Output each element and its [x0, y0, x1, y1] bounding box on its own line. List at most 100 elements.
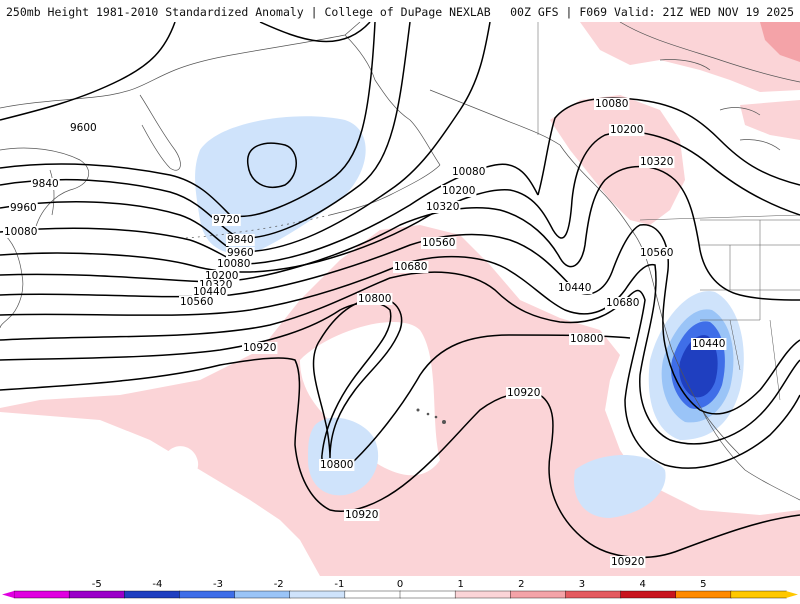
colorbar-tick-label: 4 — [639, 579, 645, 590]
label-9840-west: 9840 — [32, 178, 59, 190]
label-background — [569, 333, 605, 345]
colorbar-swatch — [13, 590, 70, 599]
label-background — [639, 156, 675, 168]
alaska-gulf-coast — [429, 89, 561, 146]
mexico-coast — [744, 469, 800, 501]
label-background — [393, 261, 429, 273]
contour-10080 — [0, 163, 539, 265]
contour-10440 — [0, 224, 800, 415]
hawaii-islands — [416, 408, 446, 424]
label-background — [216, 258, 252, 270]
label-background — [357, 293, 393, 305]
anomaly-shading — [0, 22, 800, 576]
colorbar-tick-label: -5 — [92, 579, 102, 590]
colorbar-swatch — [510, 590, 567, 599]
contour-10080-north — [537, 97, 800, 196]
label-background — [639, 247, 675, 259]
japan — [0, 234, 24, 329]
label-background — [609, 124, 645, 136]
label-background — [691, 338, 727, 350]
map-panel[interactable]: 9600 9720 9840 9840 9960 9960 10080 1008… — [0, 22, 800, 576]
contour-10920 — [0, 357, 800, 559]
label-10080-canada: 10080 — [595, 98, 628, 110]
colorbar-tick-label: -2 — [274, 579, 284, 590]
label-background — [557, 282, 593, 294]
colorbar-swatches — [2, 590, 798, 599]
label-9600: 9600 — [70, 122, 97, 134]
alaska-south — [329, 164, 441, 216]
label-background — [179, 296, 215, 308]
label-9840-east: 9840 — [227, 234, 254, 246]
colorbar-swatch — [399, 590, 456, 599]
contour-9960 — [0, 22, 491, 253]
colorbar-swatch — [565, 590, 622, 599]
colorbar-swatch — [454, 590, 511, 599]
label-10920-mid: 10920 — [507, 387, 540, 399]
label-10440-mid: 10440 — [193, 286, 226, 298]
label-10800-east: 10800 — [570, 333, 603, 345]
model-run-info: 00Z GFS | F069 Valid: 21Z WED NOV 19 202… — [510, 5, 794, 19]
colorbar-tick-label: -1 — [334, 579, 344, 590]
alaska-west — [344, 34, 441, 166]
colorbar-swatch — [344, 590, 401, 599]
colorbar-swatch — [289, 590, 346, 599]
colorbar-swatch — [234, 590, 291, 599]
label-10320-bc: 10320 — [640, 156, 673, 168]
negative-anomaly-california-deep — [679, 335, 718, 398]
label-10560-east: 10560 — [422, 237, 455, 249]
label-10200-canada: 10200 — [610, 124, 643, 136]
colorbar-tick-label: -4 — [152, 579, 162, 590]
contour-10560 — [0, 255, 800, 445]
label-10320-alaska: 10320 — [426, 201, 459, 213]
contour-10200 — [0, 131, 800, 273]
siberia-coast — [0, 22, 361, 109]
map-svg: 9600 9720 9840 9840 9960 9960 10080 1008… — [0, 22, 800, 576]
label-background — [69, 122, 98, 134]
colorbar-ticks: -5 -4 -3 -2 -1 0 1 2 3 4 5 — [92, 579, 707, 590]
contour-9720-closed — [247, 142, 297, 188]
label-10560-mid: 10560 — [180, 296, 213, 308]
anomaly-colorbar: -5 -4 -3 -2 -1 0 1 2 3 4 5 — [0, 576, 800, 600]
neutral-gap-2 — [300, 321, 440, 476]
kamchatka — [139, 94, 181, 171]
positive-anomaly-gulf-alaska — [550, 95, 685, 225]
negative-anomaly-bering — [195, 116, 366, 254]
label-background — [506, 387, 542, 399]
label-10080-alaska: 10080 — [452, 166, 485, 178]
label-background — [31, 178, 60, 190]
label-background — [226, 247, 255, 259]
label-background — [319, 459, 355, 471]
colorbar-swatch — [124, 590, 181, 599]
label-10920-west: 10920 — [243, 342, 276, 354]
negative-anomaly-east-pacific — [574, 455, 666, 518]
height-contours — [0, 22, 800, 559]
colorbar-tick-label: -3 — [213, 579, 223, 590]
positive-anomaly-canada — [740, 100, 800, 140]
label-background — [421, 237, 457, 249]
neutral-gap — [165, 446, 199, 480]
contour-9600-north — [259, 22, 371, 43]
label-10920-southeast: 10920 — [611, 556, 644, 568]
label-10080-west: 10080 — [4, 226, 37, 238]
label-9960-west: 9960 — [10, 202, 37, 214]
label-background — [226, 234, 255, 246]
positive-anomaly-northeast — [580, 22, 800, 92]
colorbar-svg: -5 -4 -3 -2 -1 0 1 2 3 4 5 — [2, 579, 798, 599]
label-background — [3, 226, 39, 238]
colorbar-swatch — [68, 590, 125, 599]
label-background — [344, 509, 380, 521]
hudson-coast — [619, 22, 800, 83]
arctic-islands — [659, 59, 781, 151]
contour-10800 — [0, 301, 631, 470]
colorbar-tick-label: 5 — [700, 579, 706, 590]
label-9720: 9720 — [213, 214, 240, 226]
label-10440-east: 10440 — [558, 282, 591, 294]
label-background — [212, 214, 241, 226]
positive-anomaly-northeast-strong — [760, 22, 800, 62]
label-background — [425, 201, 461, 213]
label-10680-east: 10680 — [606, 297, 639, 309]
sakhalin — [49, 169, 55, 216]
label-background — [242, 342, 278, 354]
label-10920-south: 10920 — [345, 509, 378, 521]
label-10560-coast: 10560 — [640, 247, 673, 259]
